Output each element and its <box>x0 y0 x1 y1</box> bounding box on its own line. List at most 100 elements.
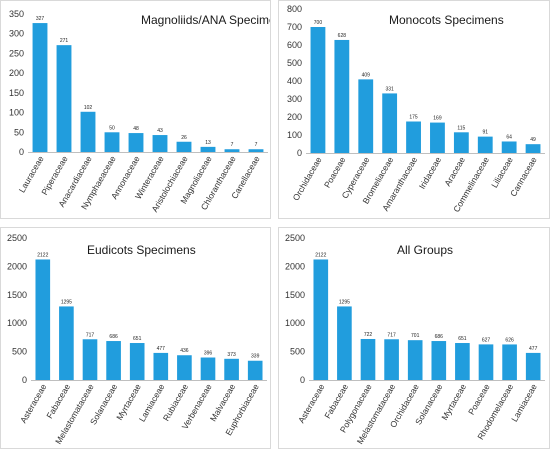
y-tick-label: 150 <box>9 88 24 98</box>
y-tick-label: 1500 <box>7 290 27 300</box>
data-label: 26 <box>181 135 187 141</box>
bar-rhodomelaceae <box>502 344 517 380</box>
bar-commelinaceae <box>477 136 493 153</box>
y-tick-label: 300 <box>9 29 24 39</box>
y-tick-label: 0 <box>297 148 302 158</box>
chart-panel-eudicots: Eudicots Specimens 0 500 1000 1500 2000 2500 21… <box>0 227 271 449</box>
chart-panel-magnoliids: Magnoliids/ANA Specimens 0 50 100 150 200 250 3… <box>0 0 271 219</box>
y-tick-label: 250 <box>9 48 24 58</box>
bar-melastomataceae <box>384 339 399 380</box>
magnoliids-chart: Magnoliids/ANA Specimens 0 50 100 150 200 250 3… <box>9 9 270 214</box>
x-tick-label: Poaceae <box>322 155 348 190</box>
data-label: 651 <box>133 336 142 342</box>
bar-solanaceae <box>431 341 447 380</box>
data-label: 115 <box>457 125 465 131</box>
chart-title: Eudicots Specimens <box>87 243 196 257</box>
data-label: 175 <box>409 115 418 121</box>
bar-cyperaceae <box>358 79 374 153</box>
x-tick-label: Liliaceae <box>489 155 515 190</box>
y-tick-label: 300 <box>287 94 302 104</box>
y-tick-label: 800 <box>287 4 302 14</box>
data-label: 102 <box>84 105 93 111</box>
bar-winteraceae <box>152 135 168 152</box>
data-label: 1295 <box>339 299 350 305</box>
y-tick-label: 400 <box>287 76 302 86</box>
y-tick-label: 500 <box>12 347 27 357</box>
bar-liliaceae <box>501 141 517 153</box>
data-label: 396 <box>204 351 213 357</box>
data-label: 686 <box>109 334 118 340</box>
data-label: 169 <box>433 116 442 122</box>
data-label: 700 <box>314 20 323 26</box>
bar-orchidaceae <box>407 340 423 380</box>
data-label: 686 <box>435 334 444 340</box>
y-tick-label: 1000 <box>285 318 305 328</box>
y-tick-label: 600 <box>287 40 302 50</box>
bar-iridaceae <box>430 122 445 153</box>
data-label: 1295 <box>61 299 72 305</box>
data-label: 271 <box>60 38 69 44</box>
data-label: 627 <box>482 337 491 343</box>
bar-asteraceae <box>313 259 329 380</box>
data-label: 331 <box>385 86 394 92</box>
y-tick-label: 0 <box>300 375 305 385</box>
data-label: 717 <box>387 332 396 338</box>
bar-poaceae <box>478 344 494 380</box>
bar-araceae <box>453 132 469 153</box>
bar-magnoliaceae <box>200 146 216 152</box>
data-label: 722 <box>364 332 373 338</box>
bar-lamiaceae <box>525 352 541 380</box>
data-label: 2122 <box>37 252 48 258</box>
bar-myrtaceae <box>455 343 470 380</box>
y-tick-label: 500 <box>290 347 305 357</box>
data-label: 2122 <box>315 252 326 258</box>
data-label: 50 <box>109 125 115 131</box>
data-label: 628 <box>338 33 347 39</box>
bar-poaceae <box>334 39 350 153</box>
data-label: 477 <box>529 346 538 352</box>
y-tick-label: 350 <box>9 9 24 19</box>
x-tick-label: Asteraceae <box>296 382 327 425</box>
eudicots-chart: Eudicots Specimens 0 500 1000 1500 2000 2500 21… <box>7 233 267 446</box>
bar-lauraceae <box>32 23 48 152</box>
data-label: 651 <box>458 336 467 342</box>
data-label: 327 <box>36 16 45 22</box>
chart-panel-all-groups: All Groups 0 500 1000 1500 2000 2500 2122 Astera… <box>278 227 550 449</box>
y-tick-label: 1000 <box>7 318 27 328</box>
y-tick-label: 500 <box>287 58 302 68</box>
y-tick-label: 2000 <box>7 261 27 271</box>
data-label: 91 <box>482 130 488 136</box>
bar-fabaceae <box>59 306 74 380</box>
data-label: 409 <box>362 72 371 78</box>
y-tick-label: 1500 <box>285 290 305 300</box>
y-tick-label: 2000 <box>285 261 305 271</box>
data-label: 626 <box>505 337 514 343</box>
bar-annonaceae <box>128 133 144 152</box>
bar-orchidaceae <box>310 27 326 153</box>
data-label: 717 <box>86 332 95 338</box>
x-tick-label: Araceae <box>442 155 467 188</box>
data-label: 373 <box>227 352 236 358</box>
bar-rubiaceae <box>177 355 192 380</box>
bar-aristolochiaceae <box>176 141 192 152</box>
data-label: 339 <box>251 354 260 360</box>
bar-lamiaceae <box>153 352 169 380</box>
x-tick-label: Poaceae <box>466 382 492 417</box>
data-label: 13 <box>205 140 211 146</box>
y-tick-label: 100 <box>9 108 24 118</box>
data-label: 7 <box>231 142 234 148</box>
chart-title: Magnoliids/ANA Specimens <box>141 13 270 27</box>
bar-euphorbiaceae <box>247 360 263 380</box>
bar-cannaceae <box>525 144 541 153</box>
y-tick-label: 200 <box>287 112 302 122</box>
chart-title: All Groups <box>397 243 453 257</box>
bar-fabaceae <box>337 306 352 380</box>
chart-panel-monocots: Monocots Specimens 0 100 200 300 400 500 600 700… <box>278 0 550 219</box>
bar-polygonaceae <box>360 338 376 380</box>
bar-nymphaeaceae <box>104 132 120 152</box>
y-tick-label: 700 <box>287 22 302 32</box>
data-label: 49 <box>530 137 536 143</box>
all-groups-chart: All Groups 0 500 1000 1500 2000 2500 2122 Astera… <box>285 233 545 446</box>
bar-melastomataceae <box>82 339 98 380</box>
data-label: 477 <box>157 346 166 352</box>
